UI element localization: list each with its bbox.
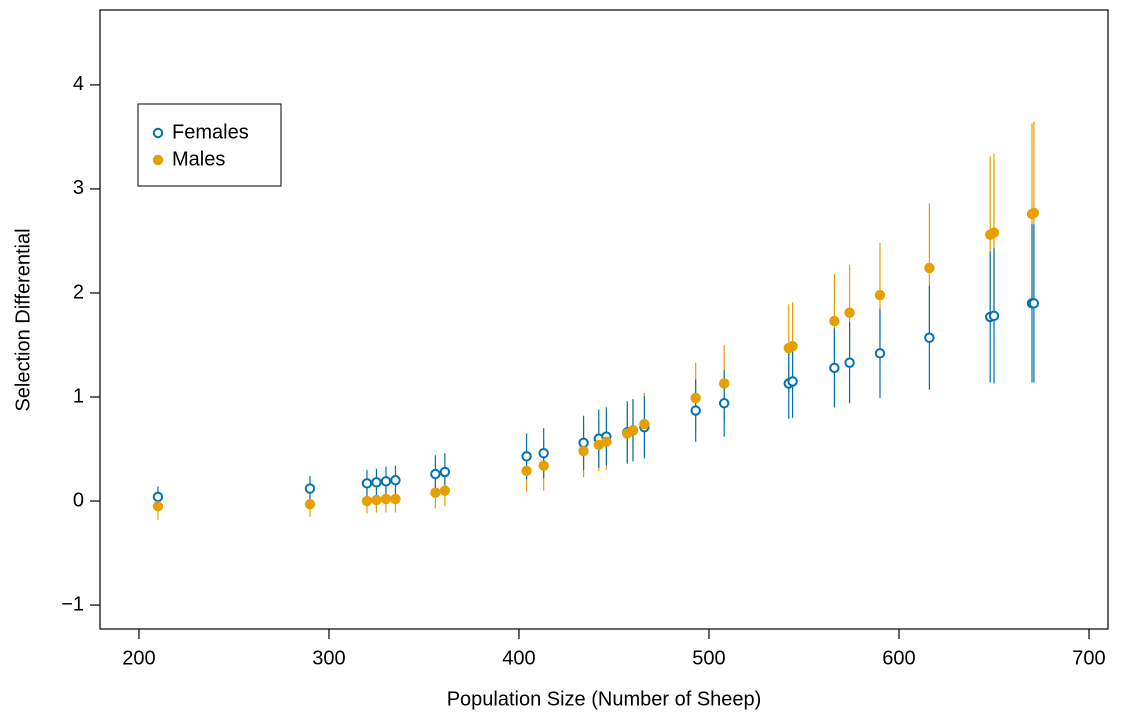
legend-box	[137, 103, 282, 187]
x-tick-label: 400	[502, 647, 535, 669]
point	[361, 495, 373, 507]
point	[380, 476, 392, 487]
point	[578, 445, 589, 457]
y-tick-label: 3	[73, 177, 84, 199]
point	[521, 451, 532, 462]
point	[601, 436, 612, 447]
point	[380, 493, 392, 505]
point	[371, 494, 382, 506]
x-tick-label: 300	[312, 647, 345, 669]
point	[924, 262, 935, 274]
point	[718, 398, 730, 409]
x-tick-label: 700	[1072, 647, 1105, 669]
x-tick-label: 200	[122, 647, 155, 669]
y-tick-label: 1	[73, 385, 84, 407]
point	[152, 501, 164, 512]
point	[371, 477, 382, 488]
point	[439, 485, 451, 496]
y-tick-label: 0	[73, 489, 84, 511]
point	[988, 310, 1000, 322]
point	[639, 418, 650, 430]
y-axis-label: Selection Differential	[12, 228, 34, 411]
point	[829, 362, 840, 374]
x-tick-label: 600	[882, 647, 915, 669]
point	[844, 357, 855, 368]
legend-label: Males	[172, 148, 225, 170]
point	[690, 392, 701, 404]
x-tick-label: 500	[692, 647, 725, 669]
point	[988, 227, 1000, 238]
legend-marker	[152, 127, 164, 139]
y-tick-label: −1	[61, 593, 84, 615]
point	[874, 348, 886, 359]
point	[390, 475, 401, 486]
point	[718, 378, 730, 389]
point	[538, 460, 549, 471]
point	[787, 340, 798, 352]
point	[844, 307, 855, 318]
point	[1028, 298, 1040, 309]
y-tick-label: 2	[73, 281, 84, 303]
point	[690, 405, 701, 416]
point	[152, 491, 164, 503]
point	[439, 466, 451, 478]
point	[874, 289, 886, 301]
legend-label: Females	[172, 121, 249, 143]
plot-frame	[99, 9, 1109, 630]
point	[829, 315, 840, 327]
legend-marker	[152, 154, 164, 166]
point	[521, 465, 532, 477]
point	[924, 332, 935, 343]
point	[304, 483, 316, 494]
point	[538, 447, 549, 459]
point	[430, 487, 441, 498]
point	[787, 376, 798, 387]
x-axis-label: Population Size (Number of Sheep)	[447, 688, 762, 710]
y-tick-label: 4	[73, 73, 84, 95]
point	[361, 478, 373, 489]
point	[304, 498, 316, 510]
point	[627, 425, 639, 436]
point	[390, 493, 401, 505]
point	[578, 437, 589, 448]
point	[1028, 207, 1040, 219]
point	[430, 468, 441, 480]
